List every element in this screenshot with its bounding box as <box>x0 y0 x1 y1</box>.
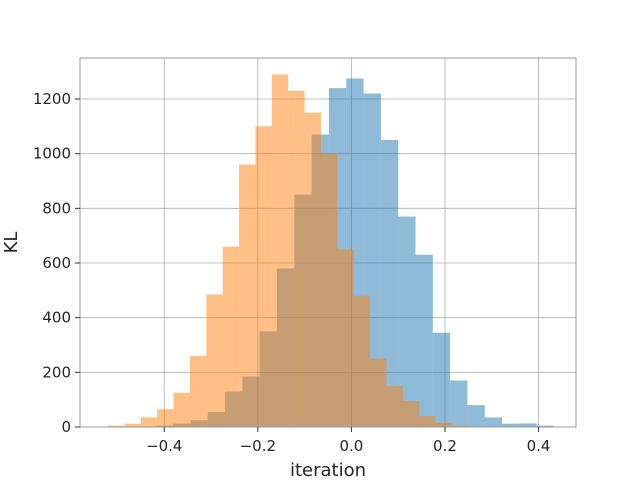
x-tick-label: 0.4 <box>527 437 551 455</box>
histogram-bar-series-1 <box>432 332 451 427</box>
histogram-bar-series-2 <box>402 401 420 427</box>
histogram-bar-series-2 <box>386 386 403 427</box>
histogram-bar-series-2 <box>206 294 223 427</box>
histogram-bar-series-2 <box>320 153 338 427</box>
histogram-bar-series-1 <box>519 423 537 427</box>
histogram-bar-series-2 <box>239 164 256 427</box>
histogram-bar-series-2 <box>189 355 207 427</box>
y-tick-label: 800 <box>42 199 71 217</box>
histogram-bar-series-1 <box>467 405 485 427</box>
histogram-bar-series-2 <box>140 417 158 427</box>
histogram-bar-series-1 <box>415 254 433 427</box>
histogram-bar-series-2 <box>173 392 190 427</box>
histogram-bar-series-1 <box>484 417 503 427</box>
histogram-bar-series-2 <box>304 112 321 428</box>
histogram-bar-series-2 <box>222 246 240 427</box>
x-axis-label: iteration <box>290 460 366 480</box>
histogram-bar-series-2 <box>419 416 436 427</box>
x-tick-label: 0.0 <box>339 437 363 455</box>
plot-frame <box>79 57 577 428</box>
y-tick-label: 200 <box>42 363 71 381</box>
histogram-bar-series-2 <box>124 423 141 427</box>
histogram-bar-series-2 <box>108 425 125 427</box>
histogram-bars <box>91 74 555 428</box>
histogram-bar-series-1 <box>380 140 399 427</box>
y-axis-label: KL <box>1 232 22 254</box>
histogram-bar-series-2 <box>288 90 305 428</box>
y-tick-label: 0 <box>61 418 71 436</box>
x-tick-label: 0.2 <box>433 437 457 455</box>
histogram-bar-series-1 <box>502 423 520 427</box>
histogram-bar-series-2 <box>452 425 469 427</box>
y-tick-label: 1200 <box>33 90 71 108</box>
histogram-bar-series-2 <box>353 295 371 427</box>
y-tick-label: 1000 <box>33 145 71 163</box>
x-tick-label: −0.2 <box>240 437 276 455</box>
histogram-bar-series-2 <box>370 358 387 427</box>
histogram-bar-series-1 <box>536 425 555 427</box>
histogram-bar-series-2 <box>271 74 289 428</box>
x-tick-label: −0.4 <box>146 437 182 455</box>
histogram-bar-series-2 <box>435 422 452 427</box>
histogram-bar-series-2 <box>337 249 354 427</box>
histogram-bar-series-2 <box>157 409 174 427</box>
y-tick-label: 400 <box>42 309 71 327</box>
histogram-bar-series-1 <box>398 216 416 427</box>
histogram-bar-series-1 <box>450 380 468 427</box>
axis-ticks: −0.4 −0.2 0.0 0.2 0.4 0 200 400 600 800 1000 1200 <box>33 90 551 455</box>
y-tick-label: 600 <box>42 254 71 272</box>
histogram-bar-series-2 <box>255 126 272 427</box>
